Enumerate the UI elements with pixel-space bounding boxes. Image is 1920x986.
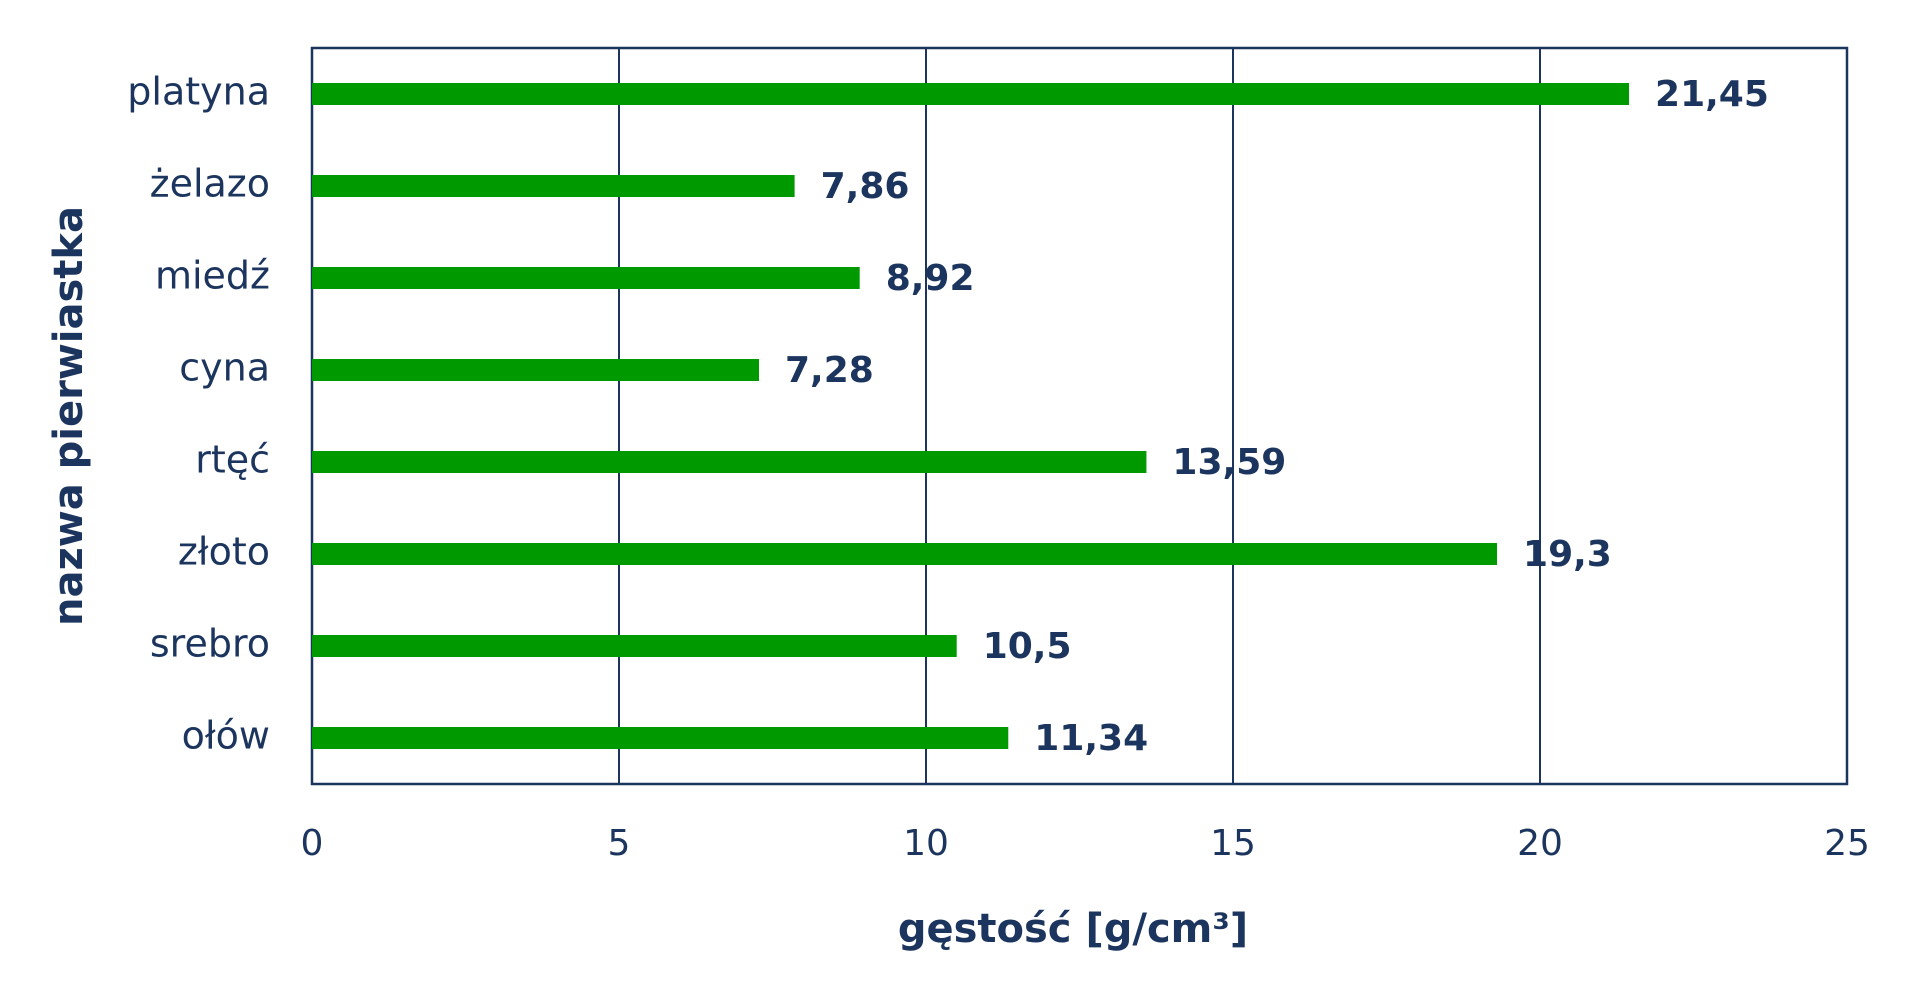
x-tick-label: 5 <box>608 823 631 864</box>
bar <box>312 267 860 289</box>
value-label: 13,59 <box>1172 442 1286 483</box>
value-label: 19,3 <box>1523 534 1612 575</box>
y-tick-label: ołów <box>182 714 270 758</box>
value-label: 7,28 <box>785 350 874 391</box>
bar <box>312 83 1630 105</box>
bar <box>312 451 1147 473</box>
value-label: 8,92 <box>886 258 975 299</box>
x-axis-title: gęstość [g/cm³] <box>898 906 1248 952</box>
y-axis-title: nazwa pierwiastka <box>46 206 92 626</box>
x-tick-label: 25 <box>1824 823 1870 864</box>
value-label: 7,86 <box>821 166 910 207</box>
value-label: 11,34 <box>1034 718 1148 759</box>
bar <box>312 635 957 657</box>
x-tick-label: 15 <box>1210 823 1256 864</box>
y-tick-label: złoto <box>178 530 270 574</box>
y-tick-label: miedź <box>155 254 270 298</box>
x-tick-label: 10 <box>903 823 949 864</box>
bar <box>312 175 795 197</box>
value-label: 21,45 <box>1655 74 1769 115</box>
plot-border <box>310 46 1849 786</box>
y-tick-label: cyna <box>179 346 270 390</box>
x-tick-label: 20 <box>1517 823 1563 864</box>
y-tick-label: rtęć <box>195 438 270 482</box>
value-label: 10,5 <box>983 626 1072 667</box>
x-tick-label: 0 <box>301 823 324 864</box>
y-tick-label: srebro <box>150 622 270 666</box>
y-tick-label: żelazo <box>150 162 270 206</box>
bar <box>312 543 1498 565</box>
bar <box>312 727 1009 749</box>
y-tick-label: platyna <box>127 70 270 114</box>
bar <box>312 359 759 381</box>
